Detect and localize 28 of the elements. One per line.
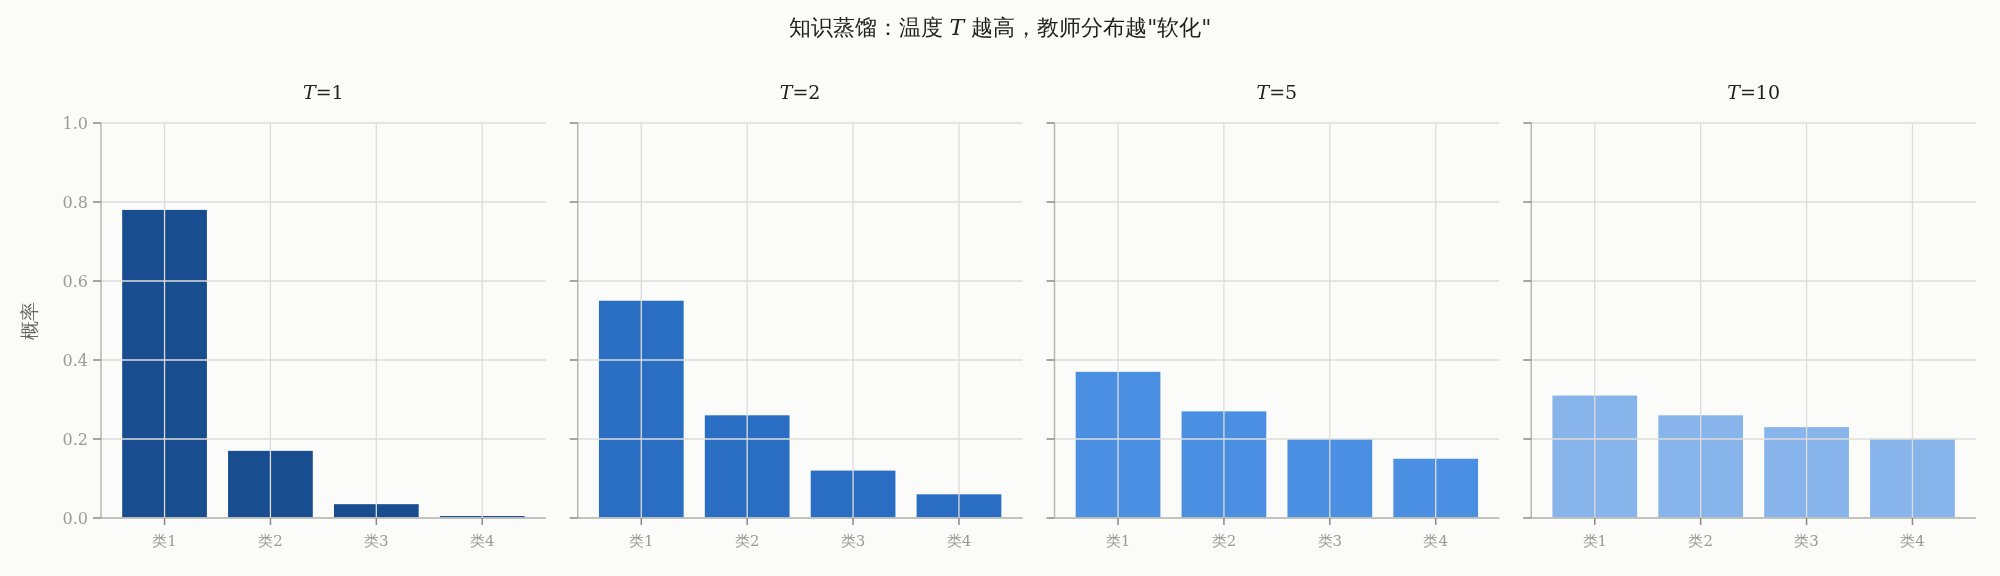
x-tick-label: 类2 xyxy=(734,532,760,550)
x-tick-label: 类4 xyxy=(1423,532,1448,550)
y-tick-label: 1.0 xyxy=(62,113,88,133)
x-tick-label: 类4 xyxy=(1900,532,1925,550)
chart-title: T=2 xyxy=(779,81,821,103)
y-tick-label: 0.0 xyxy=(62,508,88,528)
text: 知识蒸馏：温度 T 越高，教师分布越"软化" xyxy=(788,15,1212,40)
y-tick-label: 0.8 xyxy=(62,192,88,212)
x-tick-label: 类4 xyxy=(946,532,972,550)
x-tick-label: 类4 xyxy=(469,532,495,550)
y-tick-label: 0.6 xyxy=(62,271,88,291)
x-tick-label: 类1 xyxy=(629,532,654,550)
x-tick-label: 类3 xyxy=(364,532,389,550)
x-tick-label: 类3 xyxy=(840,532,866,550)
y-tick-label: 0.2 xyxy=(62,429,88,449)
x-tick-label: 类1 xyxy=(1582,532,1608,550)
chart-title: T=1 xyxy=(303,81,344,103)
x-tick-label: 类1 xyxy=(1105,532,1131,550)
x-tick-label: 类3 xyxy=(1794,532,1819,550)
x-tick-label: 类3 xyxy=(1317,532,1343,550)
x-tick-label: 类1 xyxy=(152,532,177,550)
y-tick-label: 0.4 xyxy=(62,350,88,370)
x-tick-label: 类2 xyxy=(1211,532,1237,550)
y-axis-title: 概率 xyxy=(18,301,40,340)
chart-title: T=5 xyxy=(1256,81,1298,103)
x-tick-label: 类2 xyxy=(258,532,283,550)
chart-title: T=10 xyxy=(1727,81,1781,103)
x-tick-label: 类2 xyxy=(1688,532,1713,550)
